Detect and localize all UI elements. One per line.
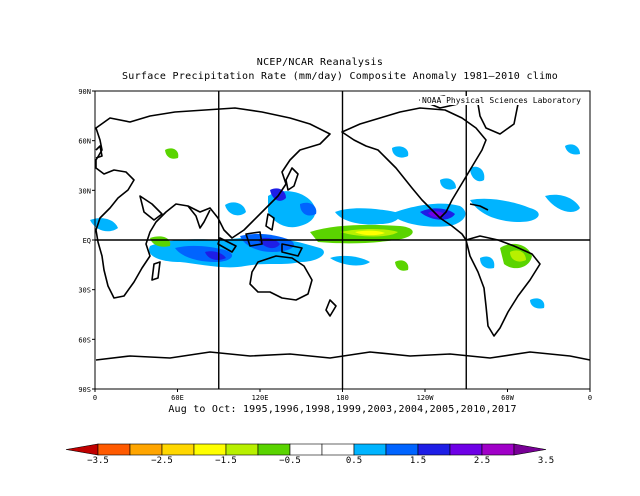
lon-tick-label: 0 [93,394,97,402]
lon-axis: 0 60E 120E 180 120W 60W 0 [93,389,592,402]
colorbar-swatch [257,443,291,456]
anomaly-region [149,237,324,268]
caribbean-coast [469,203,489,211]
anomaly-region [395,260,409,271]
anomaly-region [470,198,539,222]
lon-tick-label: 60E [171,394,184,402]
anomaly-region [470,166,485,182]
antarctica-coast [95,351,591,361]
japan-coast [285,167,299,191]
lon-tick-label: 180 [336,394,349,402]
colorbar-swatch [481,443,515,456]
colorbar-swatch [193,443,227,456]
colorbar-swatch [385,443,419,456]
anomaly-region [150,236,171,247]
arabia-coast [139,195,163,221]
australia-coast [249,255,313,301]
colorbar-swatch [289,443,323,456]
anomaly-region [480,256,495,269]
colorbar-label: −0.5 [279,456,301,466]
colorbar-label: −1.5 [215,456,237,466]
lat-tick-label: 90S [78,386,91,394]
anomaly-region [440,178,456,190]
anomaly-region [545,194,580,212]
credit-label: NOAA Physical Sciences Laboratory [420,96,583,105]
coastlines [95,95,591,361]
lat-tick-label: 30S [78,287,91,295]
colorbar-swatch [353,443,387,456]
lon-tick-label: 0 [588,394,592,402]
period-label: Aug to Oct: 1995,1996,1998,1999,2003,200… [168,404,517,415]
newzealand-coast [325,299,337,317]
gridlines [95,91,590,389]
colorbar-swatch [417,443,451,456]
india-coast [187,205,211,229]
colorbar-swatch [225,443,259,456]
colorbar-swatch [321,443,355,456]
lat-tick-label: 60S [78,336,91,344]
eurasia-africa-coast [95,107,331,299]
colorbar-swatch [449,443,483,456]
south-america-coast [465,235,541,337]
anomaly-region [565,144,580,155]
map-subtitle: Surface Precipitation Rate (mm/day) Comp… [121,71,559,82]
lat-axis: 90N 60N 30N EQ 30S 60S 90S [78,88,95,394]
lon-tick-label: 60W [501,394,514,402]
colorbar-swatch [65,443,99,456]
colorbar-swatch [129,443,163,456]
map-title: NCEP/NCAR Reanalysis [256,57,384,68]
colorbar-swatch [513,443,547,456]
colorbar-label: −2.5 [151,456,173,466]
colorbar-swatch [161,443,195,456]
philippines-coast [265,213,275,231]
lat-tick-label: 30N [78,187,91,195]
anomaly-region [165,148,179,159]
lat-tick-label: 60N [78,138,91,146]
madagascar-coast [151,261,161,281]
lon-tick-label: 120E [252,394,269,402]
north-america-coast [341,107,487,219]
colorbar-label: 2.5 [473,456,491,466]
anomaly-region [225,202,246,216]
colorbar-label: 1.5 [409,456,427,466]
colorbar-label: 0.5 [345,456,363,466]
anomaly-region [300,202,317,216]
anomaly-region [530,298,545,309]
anomaly-region [510,250,526,262]
anomaly-region [90,218,118,232]
anomaly-region [392,146,409,158]
colorbar [65,443,547,456]
colorbar-swatch [97,443,131,456]
central-america-coast [439,217,467,241]
anomaly-region [330,255,370,266]
lat-tick-label: EQ [83,237,91,245]
anomaly-field [90,144,580,309]
borneo-coast [245,231,263,247]
lon-tick-label: 120W [417,394,435,402]
uk-coast [95,145,103,159]
colorbar-label: 3.5 [537,456,555,466]
anomaly-region [355,230,385,236]
anomaly-region [205,251,226,260]
newguinea-coast [281,243,303,257]
anomaly-region [335,208,400,225]
colorbar-label: −3.5 [87,456,109,466]
lat-tick-label: 90N [78,88,91,96]
